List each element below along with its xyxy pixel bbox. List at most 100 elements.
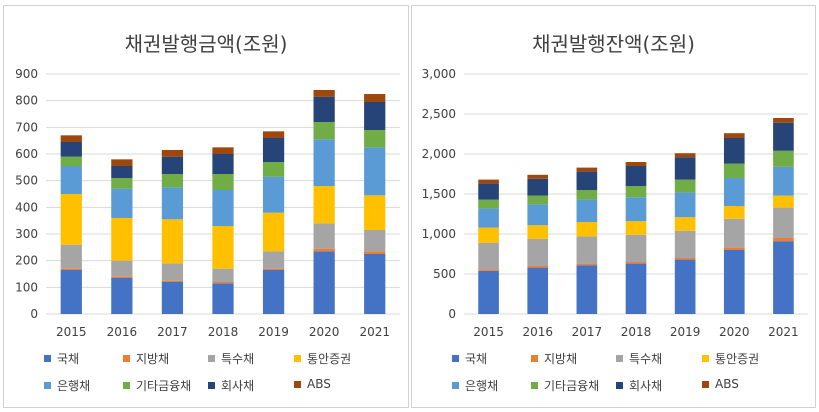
legend-swatch	[531, 355, 538, 362]
bar-segment	[723, 163, 745, 178]
bar-segment	[527, 266, 549, 268]
bar-segment	[674, 217, 696, 231]
chart-title: 채권발행금액(조원)	[124, 32, 288, 56]
legend-label: 통안증권	[307, 352, 352, 366]
bar-segment	[262, 138, 285, 162]
bar-segment	[625, 186, 647, 198]
bar-segment	[111, 188, 133, 218]
legend-item: 지방채	[123, 350, 169, 367]
bar-segment	[674, 179, 696, 193]
x-tick-label: 2018	[208, 325, 239, 339]
x-tick-label: 2017	[157, 325, 188, 339]
bar-segment	[478, 227, 499, 243]
bar-segment	[111, 166, 133, 178]
bar-segment	[161, 187, 184, 220]
chart-panel-issuance: 채권발행금액(조원) 0 100 200 300 400 500 600 700 800 900 2…	[3, 5, 409, 408]
legend-label: 회사채	[629, 379, 663, 393]
bar-segment	[111, 218, 133, 261]
legend-label: 은행채	[465, 379, 499, 393]
bar-segment	[478, 269, 499, 271]
bar-segment	[674, 259, 696, 314]
x-tick-label: 2021	[359, 325, 390, 339]
bar-segment	[364, 147, 386, 196]
bar-segment	[60, 270, 82, 314]
y-tick-label: 200	[15, 254, 38, 268]
bar-segment	[60, 156, 82, 166]
legend-swatch	[294, 355, 301, 362]
bar-segment	[723, 206, 745, 219]
legend-swatch	[44, 382, 51, 389]
legend-swatch	[452, 355, 459, 362]
y-tick-label: 800	[15, 94, 38, 108]
bar-segment	[60, 268, 82, 270]
legend-swatch	[123, 382, 130, 389]
legend-label: 지방채	[136, 352, 170, 366]
bar-segment	[723, 178, 745, 206]
legend-swatch	[44, 355, 51, 362]
bar-segment	[212, 154, 234, 174]
bar-segment	[313, 251, 335, 314]
bar-segment	[212, 226, 234, 269]
bar-segment	[723, 247, 745, 250]
legend-item: 은행채	[452, 377, 498, 394]
bar-segment	[161, 150, 184, 157]
legend-item: 기타금융채	[123, 377, 191, 394]
bar-segment	[262, 176, 285, 213]
bar-segment	[478, 179, 499, 184]
bar-segment	[674, 153, 696, 158]
legend-item: 회사채	[208, 377, 254, 394]
bar-segment	[625, 234, 647, 262]
x-tick-label: 2018	[621, 325, 652, 339]
y-tick-label: 100	[15, 280, 38, 294]
legend-label: 회사채	[221, 379, 255, 393]
bar-segment	[576, 190, 598, 200]
bar-segment	[527, 178, 549, 196]
bar-segment	[313, 96, 335, 122]
bar-segment	[625, 166, 647, 186]
bar-segment	[60, 135, 82, 142]
bar-segment	[364, 102, 386, 130]
bar-segment	[674, 230, 696, 258]
legend-item: 국채	[44, 350, 79, 367]
bar-segment	[313, 248, 335, 252]
legend-label: 특수채	[629, 352, 663, 366]
bar-segment	[527, 225, 549, 239]
legend-item: 특수채	[208, 350, 254, 367]
x-tick-label: 2016	[522, 325, 553, 339]
bar-segment	[60, 244, 82, 269]
legend-label: 국채	[465, 352, 488, 366]
bar-segment	[723, 138, 745, 164]
bar-segment	[773, 207, 794, 238]
bar-segment	[212, 174, 234, 190]
bar-segment	[674, 192, 696, 218]
legend-item: 지방채	[531, 350, 577, 367]
bar-segment	[262, 251, 285, 269]
x-tick-label: 2015	[473, 325, 504, 339]
bar-segment	[674, 157, 696, 180]
legend-swatch	[452, 382, 459, 389]
legend-swatch	[208, 382, 215, 389]
bar-segment	[527, 267, 549, 314]
bar-segment	[60, 142, 82, 157]
chart-panel-balance: 채권발행잔액(조원) 0 500 1,000 1,500 2,000 2,500 3,000…	[411, 5, 816, 408]
bar-segment	[60, 194, 82, 245]
legend-item: 통안증권	[294, 350, 351, 367]
balance-chart-svg: 0 500 1,000 1,500 2,000 2,500 3,000 2015 2016 201…	[422, 67, 808, 339]
legend-swatch	[294, 380, 301, 388]
y-tick-label: 700	[15, 120, 38, 134]
bar-segment	[773, 150, 794, 167]
bar-segment	[111, 276, 133, 278]
y-tick-label: 2,000	[422, 147, 456, 161]
bar-segment	[576, 236, 598, 264]
bar-segment	[478, 199, 499, 209]
legend-label: 기타금융채	[136, 379, 192, 393]
bar-segment	[773, 166, 794, 196]
bar-segment	[161, 263, 184, 281]
bar-segment	[478, 242, 499, 270]
y-tick-label: 1,500	[422, 187, 456, 201]
bar-segment	[364, 130, 386, 148]
legend-item: 특수채	[616, 350, 662, 367]
bar-segment	[527, 238, 549, 266]
bar-segment	[111, 159, 133, 166]
bar-segment	[60, 166, 82, 194]
